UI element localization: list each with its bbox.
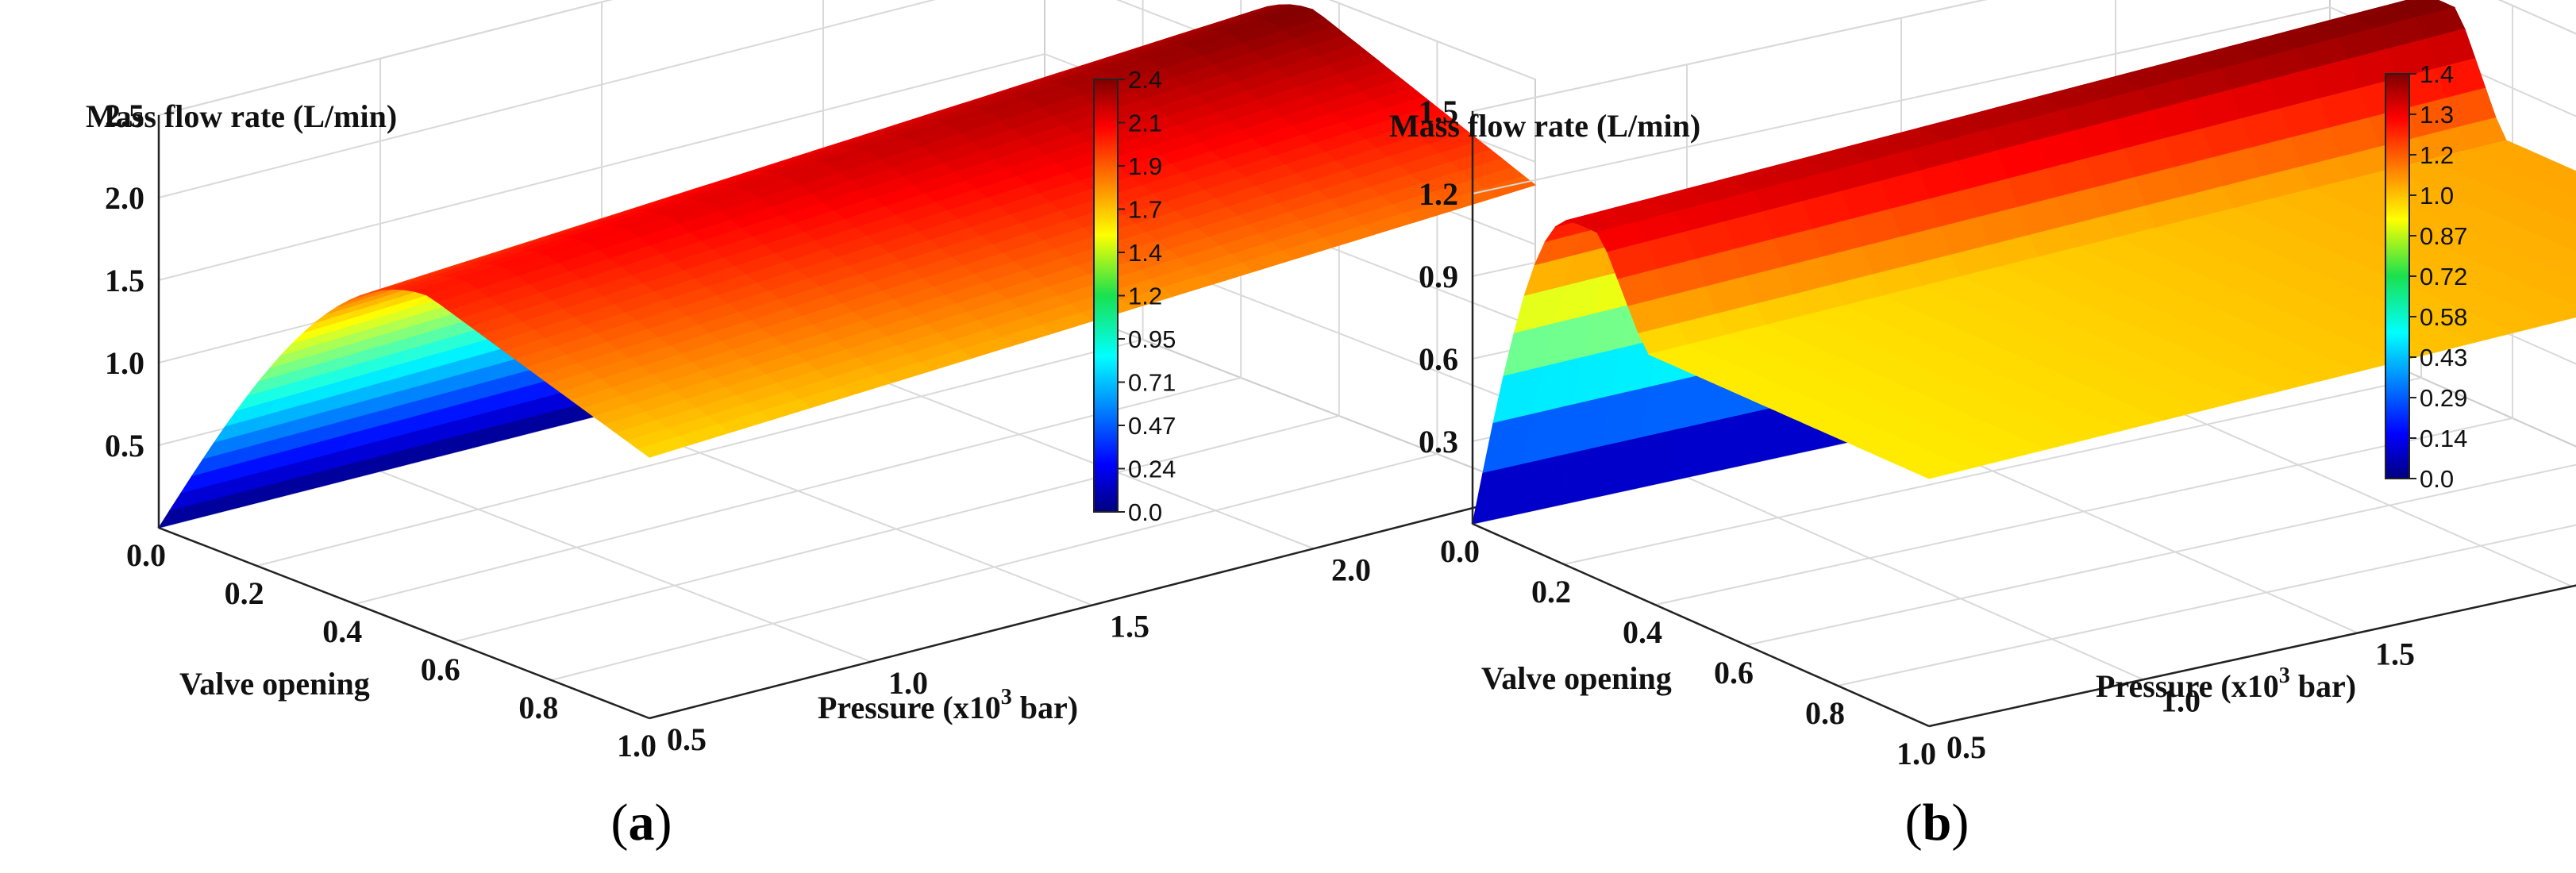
panel-b-x-axis-label: Valve opening [1481,660,1672,696]
panel-a-colorbar-tick-label: 0.47 [1128,412,1176,440]
panel-b-z-tick-label: 0.6 [1419,341,1458,377]
panel-a-x-tick-label: 0.2 [225,575,264,611]
panel-b-x-tick-label: 0.8 [1805,695,1845,731]
panel-b-colorbar-scale [2385,73,2410,479]
panel-b-grid-z [1472,6,2576,194]
panel-b-colorbar: 1.4 1.3 1.2 1.0 0.87 0.72 0.58 0.43 0.29 0.14 0.0 [2385,60,2467,493]
panel-a-y-axis-line [649,490,1536,720]
panel-a: 0.0 0.2 0.4 0.6 0.8 1.0 0.5 1.0 1.5 2.0 2.5 0.5 1.0 1… [86,0,1592,852]
panel-a-z-tick-label: 1.0 [105,345,144,381]
panel-b-grid-x [1837,524,2576,686]
panel-a-colorbar-tick-label: 1.4 [1128,239,1162,267]
panel-a-colorbar-tick-label: 0.0 [1128,498,1162,526]
panel-a-y-axis-label: Pressure (x103 bar) [818,685,1078,725]
panel-b-colorbar-tick-label: 1.3 [2420,101,2454,129]
panel-b-z-tick-label: 1.5 [1419,94,1458,129]
panel-b-surface-patch [1917,463,1970,479]
panel-b-y-tick-label: 1.0 [2161,683,2201,718]
panel-b-z-axis-label: Mass flow rate (L/min) [1389,108,1700,144]
panel-a-label: (a) [611,794,672,852]
panel-a-x-tick-label: 0.4 [322,613,362,649]
panel-a-colorbar-tick-label: 0.71 [1128,369,1176,397]
panel-b-x-tick-label: 0.4 [1623,614,1662,650]
panel-b-x-tick-label: 0.0 [1440,533,1480,569]
panel-b-x-axis-line [1472,522,1930,728]
panel-b-y-axis-label: Pressure (x103 bar) [2096,663,2356,704]
panel-b-colorbar-tick-label: 0.0 [2420,465,2454,493]
panel-a-z-tick-label: 1.5 [105,263,144,298]
panel-b-colorbar-tick-label: 0.43 [2420,344,2467,371]
panel-b-colorbar-tick-label: 1.0 [2420,182,2454,210]
panel-b-colorbar-tick-label: 0.72 [2420,263,2467,290]
panel-a-y-tick-label: 1.0 [888,665,928,701]
panel-b-label: (b) [1905,794,1970,852]
panel-a-x-axis-label: Valve opening [179,666,370,702]
panel-a-colorbar-tick-label: 1.2 [1128,283,1162,310]
panel-a-colorbar-tick-label: 0.95 [1128,325,1176,353]
panel-b-colorbar-tick-label: 0.14 [2420,425,2467,452]
panel-a-surface [157,4,1537,529]
panel-b-y-tick-label: 1.5 [2375,636,2415,672]
panel-a-colorbar-tick-label: 0.24 [1128,456,1176,483]
panel-a-z-axis-label: Mass flow rate (L/min) [86,98,397,134]
panel-b-x-tick-label: 0.2 [1531,574,1571,610]
panel-b: 0.00.20.40.60.81.00.51.01.52.02.50.30.60… [1389,0,2576,852]
panel-a-z-tick-label: 2.5 [105,98,144,133]
panel-a-colorbar-tick-label: 2.1 [1128,110,1162,137]
panel-a-x-tick-label: 0.6 [421,652,460,687]
panel-b-colorbar-tick-label: 0.29 [2420,384,2467,412]
panel-a-x-tick-label: 1.0 [617,728,657,763]
panel-b-colorbar-tick-label: 0.87 [2420,222,2467,250]
panel-b-colorbar-tick-label: 1.4 [2420,60,2454,88]
panel-a-surface-patch [637,436,691,458]
panel-a-x-tick-label: 0.0 [126,537,166,573]
panel-b-z-tick-label: 0.9 [1419,259,1458,294]
panel-b-colorbar-tick-label: 1.2 [2420,141,2454,169]
panel-b-x-tick-label: 1.0 [1896,736,1936,771]
panel-a-x-tick-label: 0.8 [518,690,558,725]
panel-b-y-axis-line [1928,584,2576,728]
panel-a-y-tick-label: 0.5 [667,721,707,757]
panel-a-y-tick-label: 2.0 [1331,552,1371,587]
panel-b-axes: 0.00.20.40.60.81.00.51.01.52.02.50.30.60… [1419,94,2576,771]
panel-a-axes: 0.0 0.2 0.4 0.6 0.8 1.0 0.5 1.0 1.5 2.0 2.5 0.5 1.0 1… [105,98,1592,763]
panel-a-z-tick-label: 2.0 [105,180,144,216]
panel-a-colorbar-tick-label: 1.9 [1128,152,1162,180]
panel-b-grid-z [1472,0,2576,112]
panel-a-colorbar: 2.4 2.1 1.9 1.7 1.4 1.2 0.95 0.71 0.47 0.24 0.0 [1093,66,1176,526]
panel-b-surface [1472,0,2576,525]
panel-a-colorbar-tick-label: 1.7 [1128,196,1162,224]
panel-a-z-tick-label: 0.5 [105,428,144,463]
panel-a-colorbar-tick-label: 2.4 [1128,66,1162,94]
panel-a-x-axis-line [158,526,650,720]
panel-b-colorbar-tick-label: 0.58 [2420,303,2467,331]
panel-b-z-tick-label: 0.3 [1419,424,1458,460]
panel-a-y-tick-label: 1.5 [1110,609,1149,644]
panel-b-grid-x [1746,463,2576,646]
panel-b-x-tick-label: 0.6 [1714,655,1754,690]
panel-a-grid-z [158,0,1536,116]
panel-b-y-tick-label: 0.5 [1946,729,1986,765]
panel-b-z-tick-label: 1.2 [1419,176,1458,212]
panel-a-colorbar-scale [1093,79,1119,513]
